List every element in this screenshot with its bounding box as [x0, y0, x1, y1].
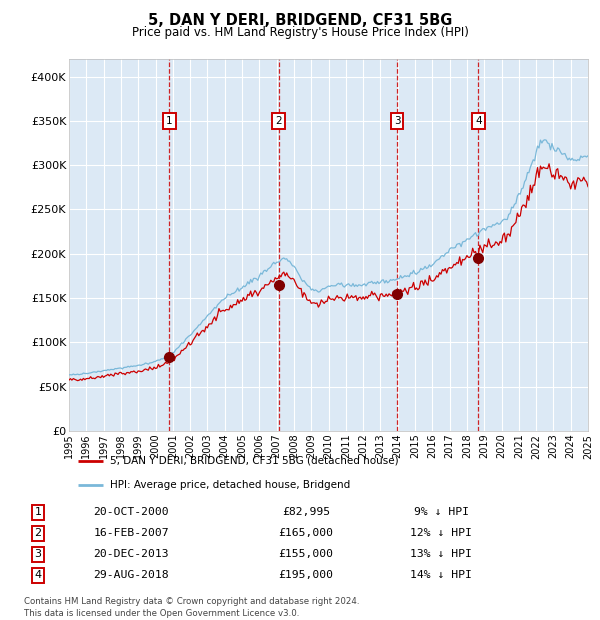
Text: 9% ↓ HPI: 9% ↓ HPI — [414, 507, 469, 518]
Text: £165,000: £165,000 — [278, 528, 334, 538]
Text: £82,995: £82,995 — [282, 507, 330, 518]
Text: Contains HM Land Registry data © Crown copyright and database right 2024.
This d: Contains HM Land Registry data © Crown c… — [24, 596, 359, 618]
Text: 4: 4 — [35, 570, 41, 580]
Text: 20-OCT-2000: 20-OCT-2000 — [94, 507, 169, 518]
Text: 20-DEC-2013: 20-DEC-2013 — [94, 549, 169, 559]
Text: 3: 3 — [394, 116, 400, 126]
Text: £195,000: £195,000 — [278, 570, 334, 580]
Text: 16-FEB-2007: 16-FEB-2007 — [94, 528, 169, 538]
Text: 2: 2 — [35, 528, 41, 538]
Text: 29-AUG-2018: 29-AUG-2018 — [94, 570, 169, 580]
Text: 3: 3 — [35, 549, 41, 559]
Text: Price paid vs. HM Land Registry's House Price Index (HPI): Price paid vs. HM Land Registry's House … — [131, 26, 469, 38]
Text: £155,000: £155,000 — [278, 549, 334, 559]
Text: HPI: Average price, detached house, Bridgend: HPI: Average price, detached house, Brid… — [110, 480, 350, 490]
Text: 4: 4 — [475, 116, 482, 126]
Text: 1: 1 — [166, 116, 173, 126]
Text: 12% ↓ HPI: 12% ↓ HPI — [410, 528, 472, 538]
Text: 13% ↓ HPI: 13% ↓ HPI — [410, 549, 472, 559]
Text: 2: 2 — [275, 116, 282, 126]
Text: 5, DAN Y DERI, BRIDGEND, CF31 5BG: 5, DAN Y DERI, BRIDGEND, CF31 5BG — [148, 13, 452, 28]
Text: 5, DAN Y DERI, BRIDGEND, CF31 5BG (detached house): 5, DAN Y DERI, BRIDGEND, CF31 5BG (detac… — [110, 456, 398, 466]
Text: 1: 1 — [35, 507, 41, 518]
Text: 14% ↓ HPI: 14% ↓ HPI — [410, 570, 472, 580]
